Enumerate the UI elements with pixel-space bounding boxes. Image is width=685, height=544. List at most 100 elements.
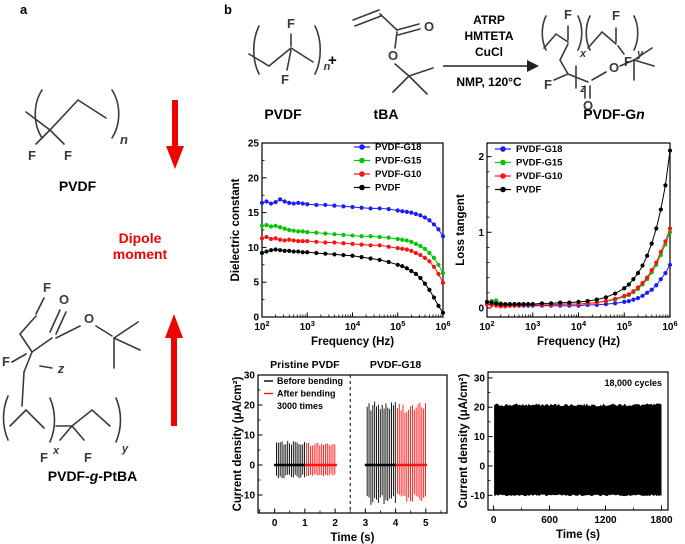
series-marker-PVDF-G18	[667, 262, 673, 267]
atom-f: F	[64, 148, 72, 163]
pvdf-g-ptba-structure: F O O F z x y F F	[2, 280, 141, 465]
x-tick-label: 2	[332, 518, 338, 529]
x-axis-label: Time (s)	[331, 532, 375, 544]
series-marker-PVDF-G15	[350, 233, 355, 238]
subscript-z: z	[579, 83, 586, 95]
series-marker-PVDF-G18	[296, 200, 301, 205]
series-marker-PVDF-G18	[427, 218, 432, 223]
series-marker-PVDF-G10	[418, 252, 423, 258]
reaction-conditions: ATRP HMTETA CuCl	[441, 12, 537, 60]
series-marker-PVDF	[427, 287, 432, 292]
product-label-pre: PVDF-G	[583, 106, 637, 122]
legend-label: PVDF-G18	[375, 142, 421, 153]
series-marker-PVDF-G18	[314, 202, 319, 208]
plot-frame	[257, 374, 448, 514]
atom-o: O	[84, 311, 94, 326]
series-marker-PVDF-G18	[613, 301, 618, 306]
series-marker-PVDF-G10	[594, 300, 599, 305]
series-marker-PVDF	[273, 247, 278, 252]
series-marker-PVDF-G10	[440, 280, 446, 285]
atom-o: O	[583, 98, 593, 112]
x-tick-label: 104	[345, 319, 361, 333]
series-marker-PVDF-G15	[273, 223, 278, 228]
series-marker-PVDF	[404, 266, 409, 271]
subscript-y: y	[121, 443, 129, 455]
series-marker-PVDF	[268, 248, 274, 253]
series-marker-PVDF-G18	[413, 211, 418, 217]
x-tick-label: 1800	[650, 515, 673, 526]
series-marker-PVDF-G18	[649, 287, 654, 292]
series-marker-PVDF-G10	[400, 246, 405, 251]
series-marker-PVDF-G18	[631, 297, 636, 302]
series-marker-PVDF-G18	[409, 210, 414, 215]
series-marker-PVDF	[341, 252, 346, 258]
series-marker-PVDF-G18	[431, 222, 437, 227]
series-marker-PVDF	[548, 301, 554, 306]
series-line-PVDF	[261, 248, 444, 314]
series-marker-PVDF-G10	[436, 271, 441, 276]
series-marker-PVDF	[359, 255, 364, 260]
legend-marker	[359, 171, 365, 177]
series-marker-PVDF-G15	[300, 229, 305, 234]
ptba-name-g: g	[89, 468, 99, 484]
series-marker-PVDF-G10	[640, 280, 645, 286]
tba-structure: O O	[352, 9, 434, 95]
series-marker-PVDF-G18	[603, 302, 609, 307]
series-marker-PVDF	[645, 253, 650, 258]
series-marker-PVDF	[663, 183, 668, 188]
y-tick-label: 0	[479, 461, 485, 472]
series-marker-PVDF-G18	[440, 234, 446, 239]
series-marker-PVDF-G18	[645, 290, 650, 295]
subscript-z: z	[57, 361, 65, 376]
series-marker-PVDF-G15	[431, 255, 437, 260]
legend-label: PVDF-G10	[375, 169, 421, 180]
x-axis-label: Frequency (Hz)	[311, 336, 394, 348]
series-marker-PVDF-G18	[300, 201, 305, 206]
series-marker-PVDF	[576, 299, 581, 304]
series-marker-PVDF	[400, 264, 405, 269]
series-marker-PVDF-G15	[305, 229, 310, 235]
atom-f: F	[287, 16, 295, 31]
series-marker-PVDF-G10	[409, 248, 414, 253]
series-marker-PVDF	[431, 295, 437, 300]
bending-current-chart: 0 1 2 3 4 5 -10 0 10 20 30 Time (s) Current density …	[232, 359, 448, 544]
legend-label: PVDF-G15	[375, 156, 422, 167]
series-marker-PVDF	[631, 277, 636, 282]
series-marker-PVDF-G18	[635, 295, 641, 301]
series-marker-PVDF-G18	[395, 208, 400, 213]
series-marker-PVDF-G10	[631, 289, 636, 294]
series-marker-PVDF-G15	[359, 234, 364, 239]
legend-label: PVDF	[375, 183, 401, 194]
series-marker-PVDF-G15	[413, 241, 418, 247]
ptba-name-post: -PtBA	[98, 468, 138, 484]
series-marker-PVDF	[635, 271, 641, 276]
series-marker-PVDF-G10	[300, 239, 305, 244]
y-axis-label: Current density (μA/cm²)	[458, 373, 470, 508]
y-tick-label: 10	[244, 431, 256, 442]
series-marker-PVDF-G10	[386, 244, 391, 249]
plot-frame	[487, 371, 669, 511]
series-marker-PVDF-G15	[332, 232, 337, 237]
series-marker-PVDF	[503, 302, 508, 307]
y-tick-label: -10	[471, 491, 486, 502]
atom-f: F	[40, 450, 48, 465]
series-marker-PVDF-G10	[305, 239, 310, 244]
y-tick-label: 1	[478, 228, 484, 239]
series-marker-PVDF	[516, 302, 522, 307]
series-marker-PVDF	[278, 248, 283, 253]
series-marker-PVDF-G15	[436, 262, 441, 267]
series-marker-PVDF-G10	[658, 249, 663, 255]
y-tick-label: 0	[253, 313, 259, 324]
series-marker-PVDF	[667, 148, 673, 153]
series-marker-PVDF	[613, 291, 618, 296]
legend-label: PVDF	[516, 185, 542, 196]
series-marker-PVDF-G15	[418, 243, 423, 249]
series-marker-PVDF-G10	[341, 241, 346, 246]
series-marker-PVDF-G15	[287, 227, 292, 233]
y-tick-label: 10	[474, 432, 486, 443]
series-marker-PVDF-G15	[400, 237, 405, 242]
atom-o: O	[424, 19, 434, 34]
series-marker-PVDF-G10	[613, 296, 618, 301]
subscript-y: y	[636, 48, 644, 60]
